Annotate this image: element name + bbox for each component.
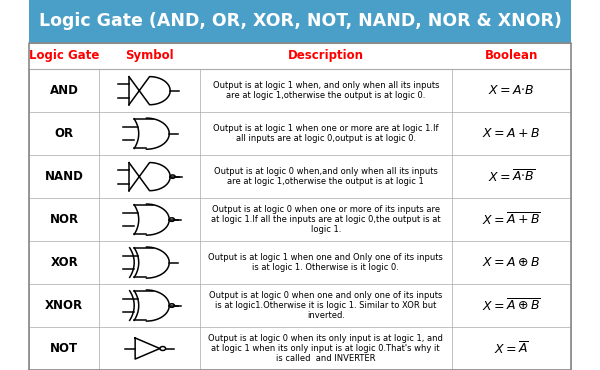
Text: NAND: NAND bbox=[45, 170, 83, 183]
Text: NOR: NOR bbox=[50, 213, 79, 226]
Text: XOR: XOR bbox=[50, 256, 78, 269]
Text: $X = A \oplus B$: $X = A \oplus B$ bbox=[482, 256, 541, 269]
FancyBboxPatch shape bbox=[29, 155, 571, 198]
Text: Symbol: Symbol bbox=[125, 49, 174, 63]
Text: Output is at logic 1 when, and only when all its inputs
are at logic 1,otherwise: Output is at logic 1 when, and only when… bbox=[212, 81, 439, 100]
FancyBboxPatch shape bbox=[29, 43, 571, 69]
Text: Output is at logic 0 when its only input is at logic 1, and
at logic 1 when its : Output is at logic 0 when its only input… bbox=[208, 334, 443, 363]
Text: $X = \overline{A+B}$: $X = \overline{A+B}$ bbox=[482, 212, 541, 228]
FancyBboxPatch shape bbox=[29, 198, 571, 241]
Text: Logic Gate (AND, OR, XOR, NOT, NAND, NOR & XNOR): Logic Gate (AND, OR, XOR, NOT, NAND, NOR… bbox=[38, 12, 562, 30]
Text: Output is at logic 1 when one and Only one of its inputs
is at logic 1. Otherwis: Output is at logic 1 when one and Only o… bbox=[208, 253, 443, 272]
Text: NOT: NOT bbox=[50, 342, 78, 355]
Text: OR: OR bbox=[55, 127, 74, 140]
FancyBboxPatch shape bbox=[29, 112, 571, 155]
Text: Description: Description bbox=[288, 49, 364, 63]
Text: Output is at logic 0 when one or more of its inputs are
at logic 1.If all the in: Output is at logic 0 when one or more of… bbox=[211, 205, 440, 235]
Text: XNOR: XNOR bbox=[45, 299, 83, 312]
FancyBboxPatch shape bbox=[29, 0, 571, 43]
Text: Output is at logic 1 when one or more are at logic 1.If
all inputs are at logic : Output is at logic 1 when one or more ar… bbox=[213, 124, 439, 143]
Text: $X = \overline{A \oplus B}$: $X = \overline{A \oplus B}$ bbox=[482, 297, 541, 314]
Text: Boolean: Boolean bbox=[485, 49, 538, 63]
FancyBboxPatch shape bbox=[29, 241, 571, 284]
Text: Output is at logic 0 when,and only when all its inputs
are at logic 1,otherwise : Output is at logic 0 when,and only when … bbox=[214, 167, 437, 186]
Text: Output is at logic 0 when one and only one of its inputs
is at logic1.Otherwise : Output is at logic 0 when one and only o… bbox=[209, 291, 442, 320]
Text: $X = A{\cdot}B$: $X = A{\cdot}B$ bbox=[488, 84, 535, 97]
Text: AND: AND bbox=[50, 84, 79, 97]
Text: Logic Gate: Logic Gate bbox=[29, 49, 100, 63]
Text: $X = \overline{A}$: $X = \overline{A}$ bbox=[494, 340, 529, 357]
Text: $X = \overline{A{\cdot}B}$: $X = \overline{A{\cdot}B}$ bbox=[488, 169, 535, 185]
Text: $X = A+B$: $X = A+B$ bbox=[482, 127, 541, 140]
FancyBboxPatch shape bbox=[29, 327, 571, 370]
FancyBboxPatch shape bbox=[29, 69, 571, 112]
FancyBboxPatch shape bbox=[29, 284, 571, 327]
